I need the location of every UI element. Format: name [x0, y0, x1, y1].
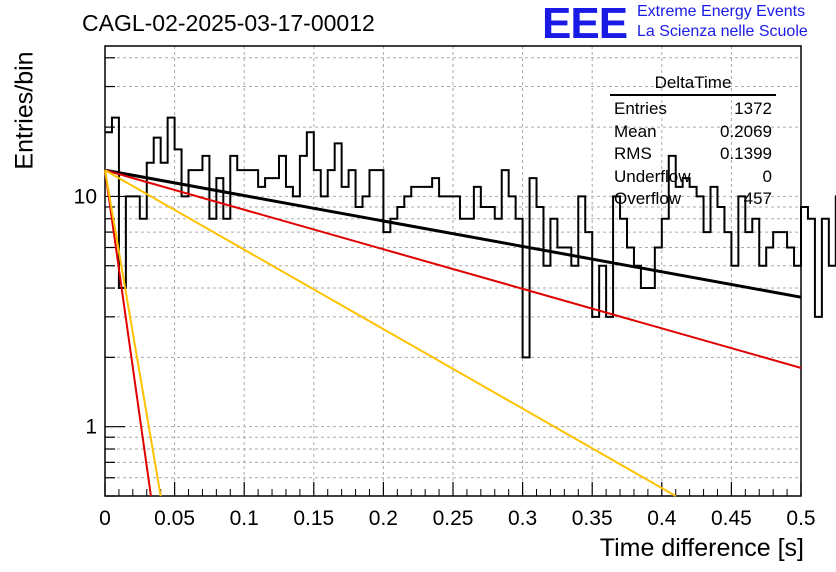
logo-line1: Extreme Energy Events: [637, 3, 806, 20]
x-tick-label: 0.25: [433, 507, 474, 530]
stats-row-mean: Mean 0.2069: [614, 121, 772, 144]
chart-title: CAGL-02-2025-03-17-00012: [82, 10, 375, 36]
grid: [105, 46, 801, 497]
stats-row-rms: RMS 0.1399: [614, 143, 772, 166]
y-axis-label: Entries/bin: [10, 51, 39, 170]
x-tick-label: 0: [99, 507, 111, 530]
stats-box: DeltaTime Entries 1372 Mean 0.2069 RMS 0.13…: [610, 72, 776, 211]
x-tick-label: 0.45: [711, 507, 752, 530]
x-tick-label: 0.5: [786, 507, 815, 530]
stats-value: 0.2069: [720, 121, 772, 141]
stats-label: Overflow: [614, 189, 682, 208]
y-tick-label: 10: [74, 185, 97, 208]
fit-lines: [104, 168, 802, 497]
x-tick-label: 0.35: [572, 507, 613, 530]
stats-row-entries: Entries 1372: [614, 98, 772, 121]
fit-line-orange-fast: [104, 170, 162, 497]
x-tick-label: 0.3: [508, 507, 537, 530]
x-axis-label: Time difference [s]: [599, 534, 804, 562]
fit-line-orange-mid: [104, 169, 677, 497]
x-tick-label: 0.4: [647, 507, 677, 530]
eee-logo: EEE: [542, 0, 628, 48]
fit-line-black-fit: [104, 168, 802, 299]
stats-row-underflow: Underflow 0: [614, 166, 772, 189]
stats-label: Entries: [614, 99, 667, 118]
stats-label: RMS: [614, 144, 652, 163]
stats-value: 1372: [734, 99, 772, 118]
stats-row-overflow: Overflow 457: [614, 188, 772, 211]
stats-value: 0: [762, 166, 772, 186]
stats-label: Mean: [614, 121, 657, 141]
x-tick-label: 0.2: [369, 507, 398, 530]
y-tick-label: 1: [85, 416, 97, 439]
stats-value: 457: [743, 189, 772, 208]
fit-line-red-fast: [104, 170, 152, 497]
fit-line-red-slow: [104, 169, 802, 369]
x-tick-labels: 0 0.05 0.1 0.15 0.2 0.25 0.3 0.35 0.4 0.45 0.5: [99, 507, 815, 530]
stats-value: 0.1399: [720, 144, 772, 163]
logo-line2: La Scienza nelle Scuole: [637, 23, 808, 40]
y-tick-labels: 1 10: [74, 185, 97, 438]
stats-name: DeltaTime: [610, 72, 776, 96]
x-tick-label: 0.05: [154, 507, 195, 530]
stats-label: Underflow: [614, 166, 691, 186]
x-tick-label: 0.1: [230, 507, 259, 530]
x-tick-label: 0.15: [293, 507, 334, 530]
